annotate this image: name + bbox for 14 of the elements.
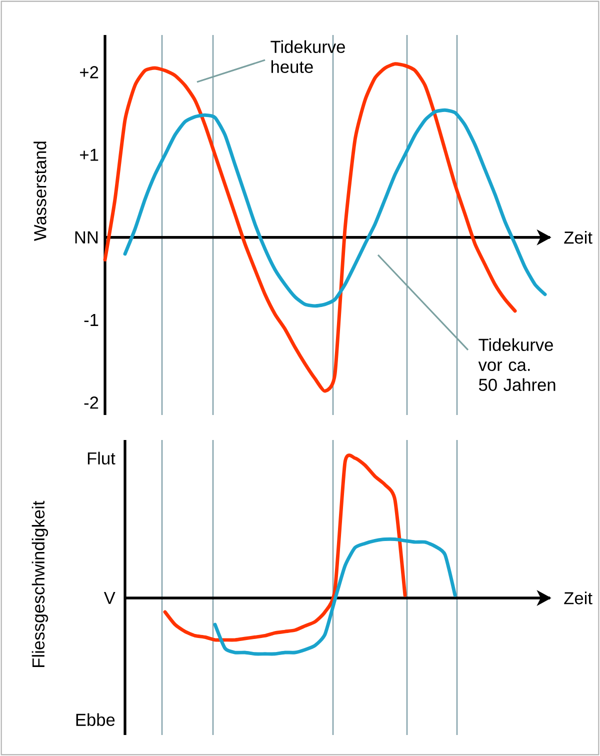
y-tick-label: NN (75, 231, 98, 244)
annotation: Tidekurve heute (270, 40, 345, 74)
y-axis-title: Wasserstand (34, 142, 46, 241)
y-tick-label: -1 (84, 314, 98, 326)
x-axis-title: Zeit (564, 231, 592, 244)
x-axis-title: Zeit (564, 592, 592, 604)
y-axis-title: Fliessgeschwindigkeit (32, 500, 48, 667)
annotation: V (104, 592, 116, 604)
y-tick-label: +2 (80, 66, 98, 78)
annotation: Flut (88, 452, 116, 465)
text: Ebbe (76, 713, 115, 726)
annotation: Tidekurve vor ca. 50 Jahren (478, 338, 556, 391)
y-tick-label: -2 (84, 396, 98, 409)
y-tick-label: +1 (80, 148, 98, 161)
